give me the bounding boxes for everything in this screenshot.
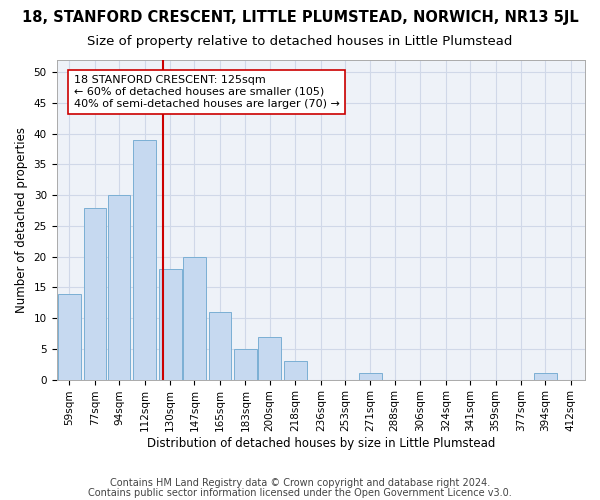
Text: Size of property relative to detached houses in Little Plumstead: Size of property relative to detached ho… bbox=[88, 35, 512, 48]
Bar bbox=[359, 374, 382, 380]
Text: Contains public sector information licensed under the Open Government Licence v3: Contains public sector information licen… bbox=[88, 488, 512, 498]
Y-axis label: Number of detached properties: Number of detached properties bbox=[15, 127, 28, 313]
Bar bbox=[284, 361, 307, 380]
Text: Contains HM Land Registry data © Crown copyright and database right 2024.: Contains HM Land Registry data © Crown c… bbox=[110, 478, 490, 488]
Bar bbox=[534, 374, 557, 380]
Bar bbox=[133, 140, 156, 380]
Bar bbox=[234, 349, 257, 380]
Bar bbox=[58, 294, 80, 380]
Text: 18, STANFORD CRESCENT, LITTLE PLUMSTEAD, NORWICH, NR13 5JL: 18, STANFORD CRESCENT, LITTLE PLUMSTEAD,… bbox=[22, 10, 578, 25]
X-axis label: Distribution of detached houses by size in Little Plumstead: Distribution of detached houses by size … bbox=[146, 437, 495, 450]
Bar bbox=[159, 269, 182, 380]
Bar bbox=[183, 256, 206, 380]
Text: 18 STANFORD CRESCENT: 125sqm
← 60% of detached houses are smaller (105)
40% of s: 18 STANFORD CRESCENT: 125sqm ← 60% of de… bbox=[74, 76, 340, 108]
Bar bbox=[258, 336, 281, 380]
Bar bbox=[209, 312, 231, 380]
Bar bbox=[83, 208, 106, 380]
Bar bbox=[107, 195, 130, 380]
